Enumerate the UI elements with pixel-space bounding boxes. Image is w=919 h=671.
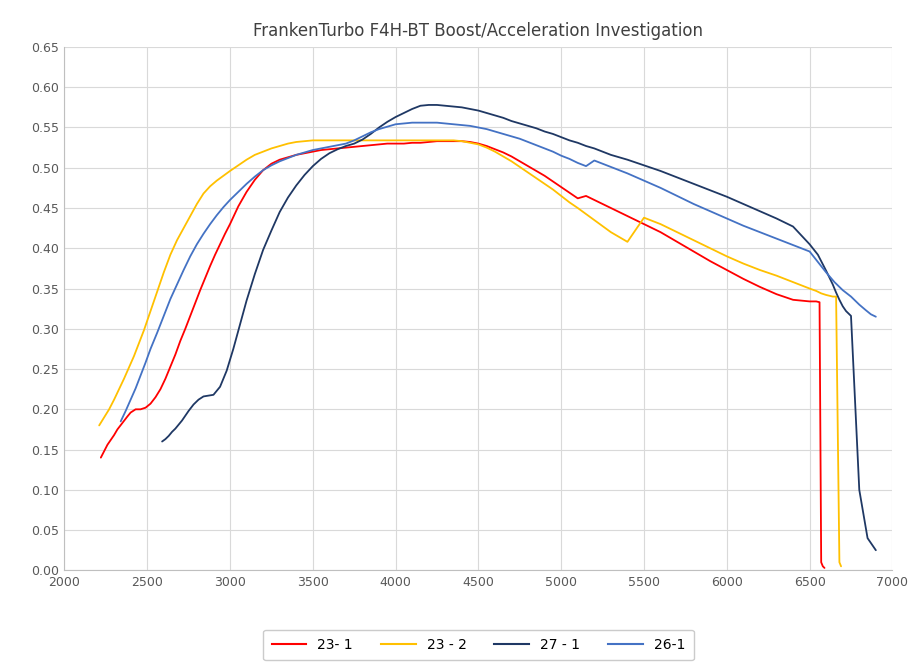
Title: FrankenTurbo F4H-BT Boost/Acceleration Investigation: FrankenTurbo F4H-BT Boost/Acceleration I… bbox=[253, 22, 703, 40]
Legend: 23- 1, 23 - 2, 27 - 1, 26-1: 23- 1, 23 - 2, 27 - 1, 26-1 bbox=[263, 629, 693, 660]
